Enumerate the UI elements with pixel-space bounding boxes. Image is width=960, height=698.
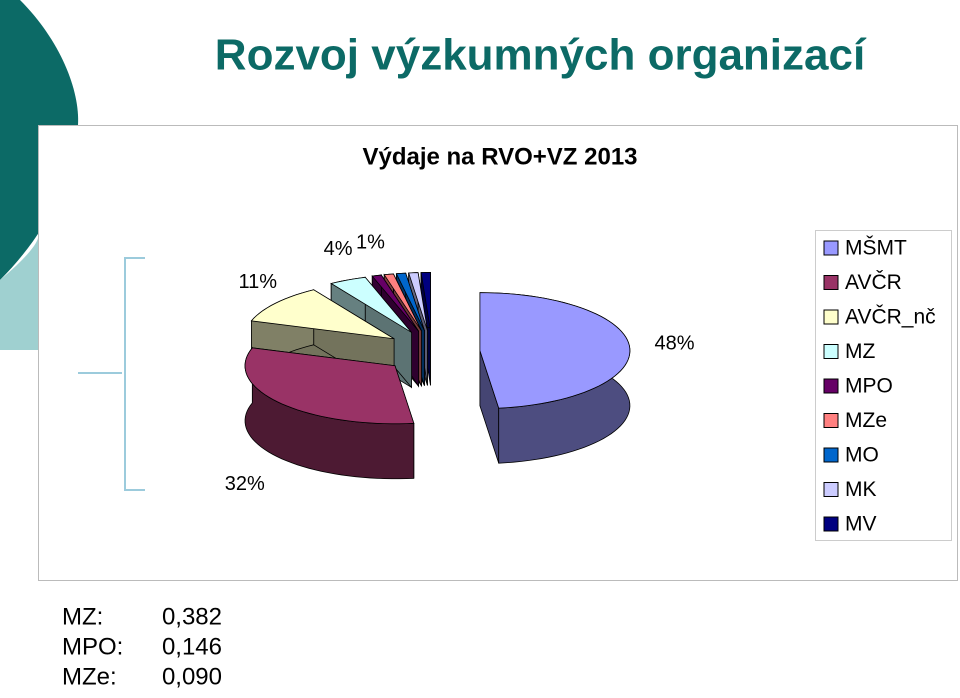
legend-label: AVČR_nč [845, 306, 936, 329]
decor-teal [0, 0, 79, 125]
slice [250, 289, 395, 340]
slice [420, 272, 431, 331]
pie: 48% 32% 11% 4% 1% [225, 231, 695, 495]
data-label: 48% [655, 333, 695, 355]
slice [395, 272, 425, 331]
data-label: 11% [238, 271, 277, 293]
data-label: 1% [356, 231, 385, 253]
legend-swatch [823, 344, 839, 359]
note-label: MPO: [62, 633, 123, 660]
note-value: 0,090 [162, 663, 222, 690]
note-label: MZ: [62, 603, 103, 630]
slice [479, 292, 631, 409]
legend-swatch [823, 378, 839, 394]
slice [244, 347, 415, 425]
slide-title: Rozvoj výzkumných organizací [215, 31, 867, 80]
legend-label: MV [845, 513, 877, 536]
legend-label: MO [845, 444, 879, 467]
data-label: 32% [225, 473, 265, 495]
legend-swatch [823, 482, 839, 497]
slice [371, 274, 419, 332]
legend-label: MK [845, 478, 877, 501]
legend-label: MZe [845, 409, 887, 432]
note-label: MZe: [62, 663, 117, 690]
legend-label: MZ [845, 340, 875, 363]
legend-swatch [823, 413, 839, 428]
legend-swatch [823, 240, 839, 256]
slice [330, 276, 412, 333]
legend-label: MŠMT [845, 237, 907, 260]
chart-title: Výdaje na RVO+VZ 2013 [362, 143, 637, 170]
data-label: 4% [324, 238, 353, 260]
legend-swatch [823, 447, 839, 463]
note-value: 0,382 [162, 603, 222, 630]
note-value: 0,146 [162, 633, 222, 660]
legend-swatch [823, 309, 839, 325]
legend-label: MPO [845, 375, 893, 398]
legend-swatch [823, 516, 839, 532]
legend-label: AVČR [845, 271, 902, 294]
decor-light [0, 235, 39, 350]
legend-swatch [823, 275, 839, 290]
slice [383, 273, 422, 332]
slice [408, 272, 428, 331]
notes: MZ: 0,382 MPO: 0,146 MZe: 0,090 [62, 603, 222, 690]
decor-bracket [124, 257, 145, 491]
